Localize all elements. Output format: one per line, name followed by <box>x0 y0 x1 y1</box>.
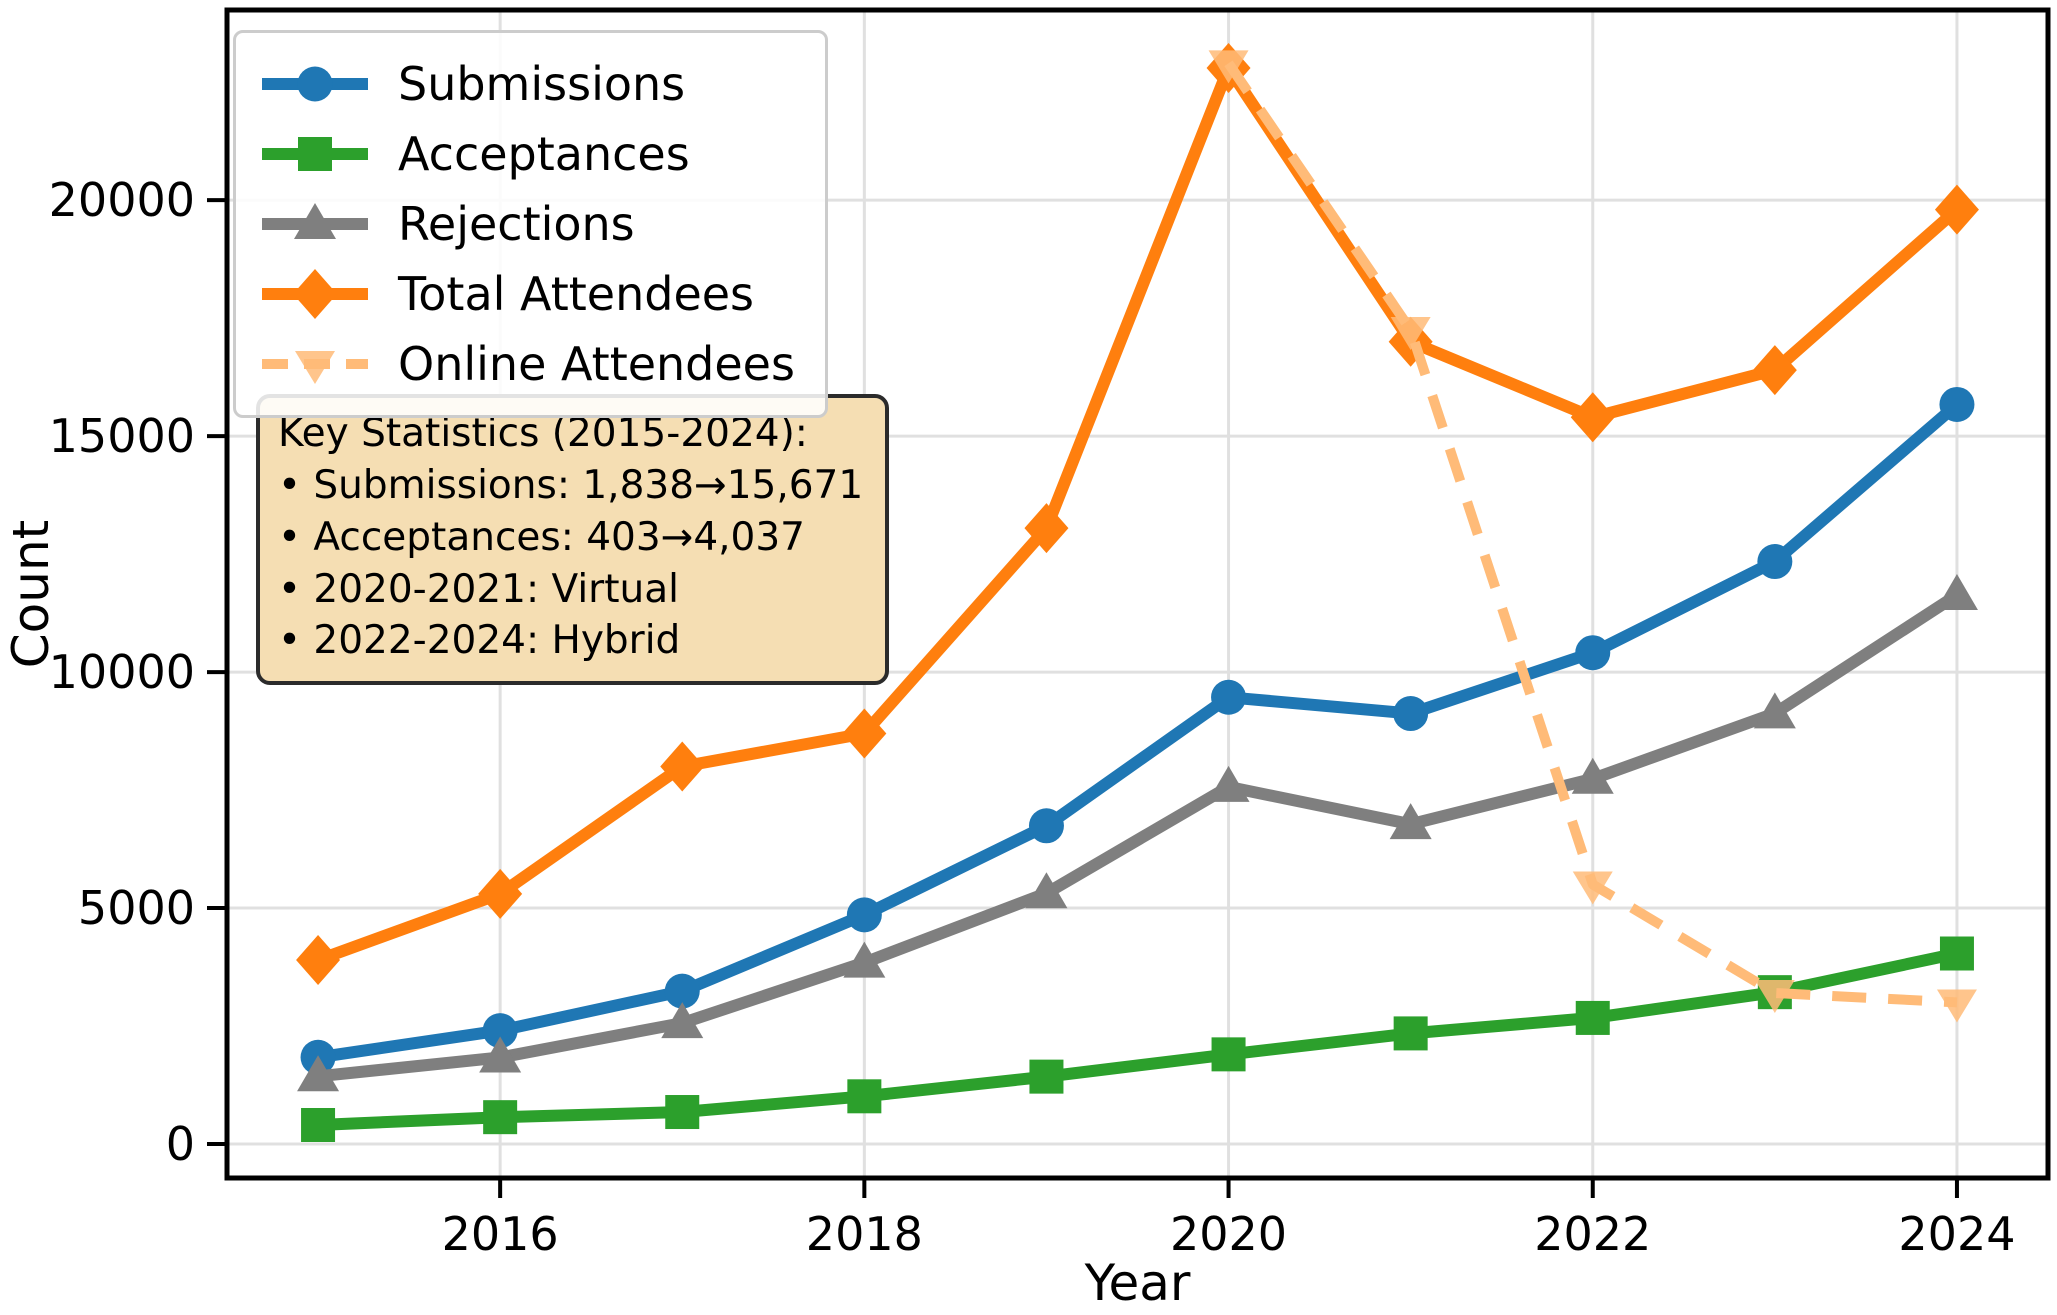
key-statistics-line: • 2020-2021: Virtual <box>278 566 679 612</box>
series-line-total-attendees <box>316 62 1961 966</box>
circle-marker <box>846 897 882 933</box>
legend: Submissions Acceptances Rejections Total At… <box>233 30 828 418</box>
legend-label-total-attendees: Total Attendees <box>398 267 755 321</box>
square-marker <box>665 1095 700 1130</box>
x-tick-label: 2024 <box>1898 1207 2015 1261</box>
triangle-up-marker <box>479 1036 522 1073</box>
triangle-down-marker <box>1390 316 1431 350</box>
y-tick-label: 10000 <box>49 645 195 699</box>
circle-marker <box>1575 635 1611 671</box>
legend-label-acceptances: Acceptances <box>398 127 690 181</box>
square-marker <box>301 1108 336 1143</box>
triangle-up-icon <box>262 203 368 239</box>
circle-marker <box>664 973 700 1009</box>
legend-label-submissions: Submissions <box>398 57 686 111</box>
triangle-down-marker <box>1208 50 1249 84</box>
triangle-up-marker <box>1025 872 1068 909</box>
diamond-marker <box>478 868 523 919</box>
triangle-up-marker <box>661 1002 704 1039</box>
triangle-down-marker <box>1572 871 1613 905</box>
legend-item-acceptances: Acceptances <box>260 119 795 189</box>
x-tick-label: 2022 <box>1534 1207 1651 1261</box>
square-marker <box>1393 1016 1428 1051</box>
square-marker <box>1211 1037 1246 1072</box>
circle-marker <box>482 1013 518 1049</box>
y-tick-label: 15000 <box>49 409 195 463</box>
circle-marker <box>1757 544 1793 580</box>
diamond-marker <box>1024 503 1069 554</box>
square-marker <box>483 1100 518 1135</box>
square-marker <box>298 137 332 171</box>
triangle-down-marker <box>295 351 335 384</box>
series-line-acceptances <box>317 947 1959 1131</box>
circle-marker <box>1393 696 1429 732</box>
x-tick-label: 2018 <box>806 1207 923 1261</box>
diamond-icon <box>262 269 368 319</box>
key-statistics-line: • Submissions: 1,838→15,671 <box>278 462 864 508</box>
square-marker <box>1029 1059 1064 1094</box>
square-icon <box>262 137 368 171</box>
diamond-marker <box>1934 184 1979 235</box>
x-tick-label: 2016 <box>442 1207 559 1261</box>
circle-marker <box>1211 679 1247 715</box>
triangle-up-marker <box>1207 765 1250 802</box>
x-axis-label: Year <box>1084 1254 1191 1312</box>
legend-item-total-attendees: Total Attendees <box>260 259 795 329</box>
triangle-down-icon <box>262 351 368 384</box>
y-tick-label: 20000 <box>49 173 195 227</box>
y-tick-label: 5000 <box>78 881 195 935</box>
legend-item-rejections: Rejections <box>260 189 795 259</box>
key-statistics-line: • Acceptances: 403→4,037 <box>278 514 805 560</box>
series-line-submissions <box>317 399 1961 1064</box>
square-marker <box>847 1079 882 1114</box>
circle-marker <box>1939 386 1975 422</box>
square-marker <box>1575 1000 1610 1035</box>
triangle-up-marker <box>843 941 886 978</box>
diamond-marker <box>293 269 337 319</box>
triangle-up-marker <box>1935 573 1978 610</box>
series-line-rejections <box>317 589 1961 1083</box>
legend-item-online-attendees: Online Attendees <box>260 329 795 399</box>
legend-item-submissions: Submissions <box>260 49 795 119</box>
diamond-marker <box>1752 345 1797 396</box>
triangle-up-marker <box>1389 803 1432 840</box>
y-axis-label: Count <box>2 520 60 669</box>
x-tick-label: 2020 <box>1170 1207 1287 1261</box>
triangle-down-marker <box>1936 989 1977 1023</box>
legend-label-rejections: Rejections <box>398 197 635 251</box>
circle-marker <box>1028 808 1064 844</box>
circle-marker <box>297 66 333 102</box>
y-tick-label: 0 <box>166 1117 195 1171</box>
key-statistics-line: • 2022-2024: Hybrid <box>278 618 681 664</box>
triangle-up-marker <box>1571 757 1614 794</box>
key-statistics-title: Key Statistics (2015-2024): <box>278 411 808 456</box>
key-statistics-box: Key Statistics (2015-2024): • Submission… <box>256 394 890 686</box>
plot-border <box>224 7 2051 1181</box>
diamond-marker <box>296 934 341 985</box>
legend-label-online-attendees: Online Attendees <box>398 337 795 391</box>
diamond-marker <box>1570 392 1615 443</box>
triangle-down-marker <box>1754 980 1795 1014</box>
triangle-up-marker <box>294 203 336 239</box>
triangle-up-marker <box>297 1055 340 1092</box>
triangle-up-marker <box>1753 692 1796 729</box>
circle-icon <box>262 66 368 102</box>
diamond-marker <box>842 708 887 759</box>
diamond-marker <box>660 741 705 792</box>
square-marker <box>1939 936 1974 971</box>
